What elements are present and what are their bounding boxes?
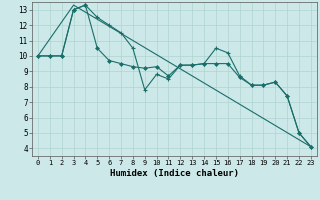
X-axis label: Humidex (Indice chaleur): Humidex (Indice chaleur) <box>110 169 239 178</box>
